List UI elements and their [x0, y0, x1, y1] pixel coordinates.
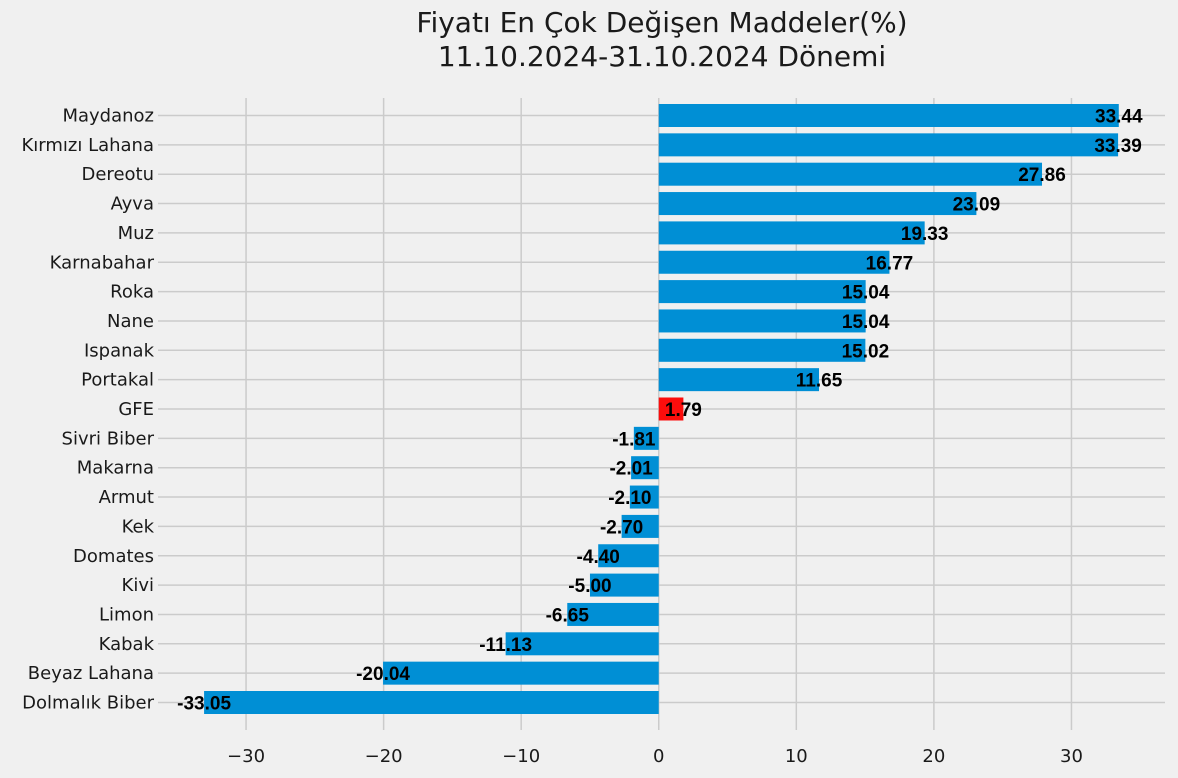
category-label: Kek — [122, 516, 155, 537]
bar-value-label: -2.70 — [600, 517, 643, 538]
bar — [658, 338, 866, 362]
bar-value-label: 16.77 — [866, 253, 914, 274]
bar — [598, 544, 659, 568]
category-label: GFE — [118, 399, 154, 420]
category-label: Roka — [110, 282, 154, 303]
chart-title: Fiyatı En Çok Değişen Maddeler(%) — [416, 6, 907, 39]
category-label: Armut — [99, 487, 154, 508]
bar-value-label: 23.09 — [953, 195, 1001, 216]
bar-value-label: 27.86 — [1018, 165, 1066, 186]
category-label: Portakal — [81, 370, 154, 391]
bar — [658, 250, 890, 274]
x-tick-label: 0 — [653, 746, 664, 767]
bar — [505, 632, 659, 656]
category-label: Limon — [99, 604, 154, 625]
bar — [658, 221, 925, 245]
bar — [658, 397, 684, 421]
bar-value-label: 11.65 — [796, 371, 843, 392]
bar-value-label: -2.01 — [609, 459, 653, 480]
category-label: Sivri Biber — [62, 428, 155, 449]
category-label: Beyaz Lahana — [28, 663, 154, 684]
chart-subtitle: 11.10.2024-31.10.2024 Dönemi — [438, 40, 886, 73]
bar — [629, 485, 659, 509]
bar — [658, 133, 1119, 157]
x-tick-label: 20 — [922, 746, 945, 767]
x-tick-label: −20 — [365, 746, 403, 767]
bar — [589, 573, 659, 597]
bar-value-label: 33.44 — [1095, 107, 1143, 128]
bar — [204, 691, 659, 714]
category-label: Karnabahar — [50, 252, 155, 273]
category-label: Kivi — [122, 575, 154, 596]
bar-value-label: -1.81 — [612, 429, 656, 450]
bar — [658, 192, 977, 216]
bar — [631, 456, 659, 480]
bar — [658, 162, 1043, 186]
bar — [383, 661, 659, 685]
bar — [658, 368, 820, 392]
bars — [204, 104, 1119, 714]
x-tick-labels: −30 −20 −10 0 10 20 30 — [227, 746, 1083, 767]
category-label: Ispanak — [84, 340, 155, 361]
bar — [633, 426, 659, 450]
bar-value-label: 1.79 — [665, 400, 702, 421]
bar-value-label: -4.40 — [577, 547, 620, 568]
bar-value-label: -5.00 — [568, 576, 611, 597]
category-label: Domates — [73, 546, 154, 567]
bar-value-label: -6.65 — [546, 605, 590, 626]
bar-value-label: -11.13 — [479, 635, 532, 656]
bar-value-label: 15.04 — [842, 312, 890, 333]
bar-value-label: -33.05 — [177, 694, 231, 715]
category-label: Kabak — [99, 634, 155, 655]
bar-value-label: 15.04 — [842, 283, 890, 304]
bar — [621, 514, 659, 538]
category-label: Ayva — [111, 194, 154, 215]
category-label: Kırmızı Lahana — [21, 135, 154, 156]
x-tick-label: 30 — [1060, 746, 1083, 767]
category-label: Dereotu — [82, 164, 155, 185]
bar-value-label: 33.39 — [1094, 136, 1142, 157]
x-tick-label: −10 — [502, 746, 540, 767]
x-tick-label: 10 — [785, 746, 808, 767]
category-label: Muz — [118, 223, 154, 244]
bar — [658, 280, 866, 304]
bar-value-label: -20.04 — [356, 664, 410, 685]
category-label: Nane — [107, 311, 154, 332]
category-labels: Maydanoz Kırmızı Lahana Dereotu Ayva Muz Karn… — [21, 106, 154, 714]
category-label: Maydanoz — [62, 106, 154, 127]
bar-value-label: -2.10 — [608, 488, 651, 509]
bar-value-label: 15.02 — [842, 341, 890, 362]
category-label: Makarna — [77, 458, 154, 479]
bar-value-label: 19.33 — [901, 224, 949, 245]
bar — [567, 602, 659, 626]
bar — [658, 309, 866, 333]
x-tick-label: −30 — [227, 746, 265, 767]
bar — [658, 104, 1119, 127]
category-label: Dolmalık Biber — [22, 693, 154, 714]
